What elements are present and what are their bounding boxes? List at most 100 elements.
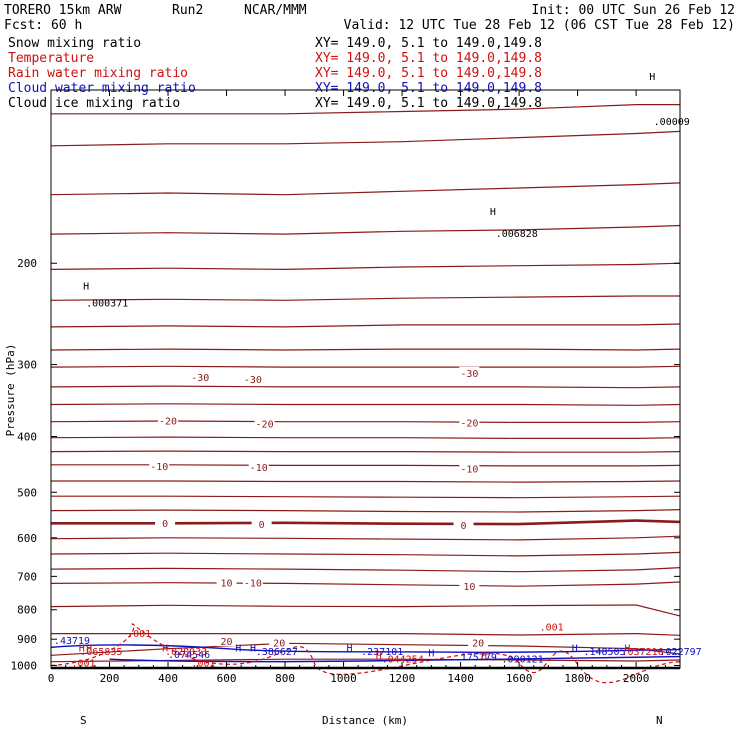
isotherm-label: -30 bbox=[460, 369, 478, 380]
x-tick-label: 1600 bbox=[506, 672, 533, 685]
isotherm-line bbox=[50, 567, 681, 573]
high-marker: H bbox=[86, 643, 92, 654]
maximum-value-label: .037216 bbox=[621, 647, 663, 658]
high-marker: H bbox=[83, 281, 89, 292]
isotherm-label: -10 bbox=[150, 462, 168, 473]
isotherm-label: 20 bbox=[221, 637, 233, 648]
high-marker: H bbox=[428, 649, 434, 660]
isotherm-label-bg bbox=[269, 636, 290, 648]
south-end-label: S bbox=[80, 714, 87, 727]
isotherm-line bbox=[51, 464, 681, 467]
isotherm-label-bg bbox=[216, 576, 237, 588]
isotherm-label-bg bbox=[158, 414, 179, 426]
center-label: NCAR/MMM bbox=[244, 3, 307, 18]
high-marker: H bbox=[79, 643, 85, 654]
x-tick-label: 1400 bbox=[447, 672, 474, 685]
isotherm-label: -20 bbox=[256, 420, 274, 431]
x-axis-title: Distance (km) bbox=[322, 714, 408, 727]
isotherm-label: 10 bbox=[463, 582, 475, 593]
cloud-water-contour bbox=[50, 644, 681, 653]
maximum-value-label: .020033 bbox=[165, 647, 207, 658]
maximum-value-label: .090121 bbox=[502, 654, 544, 665]
isotherm-label-bg bbox=[459, 366, 480, 378]
isotherm-label-bg bbox=[242, 373, 263, 385]
axes: 0 200 400 600 800 1000 1200 1400 1600 1800 2000200… bbox=[11, 89, 681, 685]
y-tick-label: 900 bbox=[17, 633, 37, 646]
run-label: Run2 bbox=[172, 3, 203, 18]
high-marker: H bbox=[162, 643, 168, 654]
legend-field-name: Rain water mixing ratio bbox=[8, 66, 188, 81]
isotherm-line bbox=[50, 604, 681, 617]
isotherm-line bbox=[50, 348, 681, 351]
y-tick-label: 200 bbox=[17, 257, 37, 270]
high-marker: H bbox=[376, 651, 382, 662]
isotherm-label-bg bbox=[155, 516, 176, 528]
x-tick-label: 0 bbox=[48, 672, 55, 685]
isotherm-label-bg bbox=[248, 461, 269, 473]
y-axis-title: Pressure (hPa) bbox=[4, 344, 17, 437]
isotherm-line bbox=[50, 420, 681, 423]
x-tick-label: 600 bbox=[217, 672, 237, 685]
high-marker: H bbox=[250, 643, 256, 654]
maximum-value-label: .001 bbox=[127, 629, 151, 640]
maximum-value-label: .00009 bbox=[654, 117, 690, 128]
isotherm-label: -30 bbox=[191, 373, 209, 384]
legend-field-name: Snow mixing ratio bbox=[8, 36, 141, 51]
isotherm-line bbox=[51, 519, 681, 526]
plot-frame bbox=[50, 89, 681, 669]
isotherm-label: 0 bbox=[259, 520, 265, 531]
x-tick-label: 1200 bbox=[389, 672, 416, 685]
maximum-value-label: .006828 bbox=[496, 229, 538, 240]
isotherm-label-bg bbox=[468, 636, 489, 648]
maximum-value-label: .001 bbox=[191, 658, 215, 669]
isotherm-label: -30 bbox=[244, 375, 262, 386]
maximum-value-label: .237101 bbox=[361, 647, 403, 658]
isotherm-label-bg bbox=[254, 417, 275, 429]
isotherm-label-bg bbox=[459, 462, 480, 474]
legend-field-xy: XY= 149.0, 5.1 to 149.0,149.8 bbox=[315, 81, 542, 96]
maximum-value-label: .074546 bbox=[168, 650, 210, 661]
forecast-hour: Fcst: 60 h bbox=[4, 18, 82, 33]
isotherm-line bbox=[50, 130, 681, 147]
legend-field-xy: XY= 149.0, 5.1 to 149.0,149.8 bbox=[315, 96, 542, 111]
isotherm-label: 0 bbox=[460, 521, 466, 532]
maximum-value-label: .000371 bbox=[86, 299, 128, 310]
isotherm-label-bg bbox=[459, 579, 480, 591]
isotherm-label: -20 bbox=[159, 416, 177, 427]
maximum-value-label: .022797 bbox=[660, 647, 702, 658]
x-tick-label: 200 bbox=[100, 672, 120, 685]
high-marker: H bbox=[649, 72, 655, 83]
isotherm-label-bg bbox=[459, 416, 480, 428]
isotherm-label: -20 bbox=[460, 418, 478, 429]
isotherm-label-bg bbox=[453, 519, 474, 531]
maximum-value-label: .065835 bbox=[80, 647, 122, 658]
y-tick-label: 700 bbox=[17, 570, 37, 583]
y-tick-label: 600 bbox=[17, 532, 37, 545]
x-tick-label: 2000 bbox=[623, 672, 650, 685]
high-marker: H bbox=[572, 643, 578, 654]
x-tick-label: 400 bbox=[158, 672, 178, 685]
isotherm-label: 20 bbox=[472, 638, 484, 649]
legend-field-xy: XY= 149.0, 5.1 to 149.0,149.8 bbox=[315, 51, 542, 66]
plot-area: -30 -30 -30 -20 -20 -20 -10 -10 -10 0 0 0 10 -10 10 20 2… bbox=[50, 72, 702, 684]
y-tick-label: 500 bbox=[17, 486, 37, 499]
isotherm-line bbox=[50, 323, 681, 328]
valid-time: Valid: 12 UTC Tue 28 Feb 12 (06 CST Tue … bbox=[344, 18, 735, 33]
isotherm-label: 20 bbox=[273, 638, 285, 649]
isotherm-label-bg bbox=[216, 635, 237, 647]
isotherm-line bbox=[51, 495, 681, 499]
legend-field-name: Temperature bbox=[8, 51, 94, 66]
isotherm-line bbox=[50, 224, 681, 235]
legend-field-name: Cloud water mixing ratio bbox=[8, 81, 196, 96]
x-tick-label: 1800 bbox=[564, 672, 591, 685]
isotherm-line bbox=[50, 262, 681, 271]
maximum-value-label: .175779 bbox=[455, 652, 497, 663]
isotherm-label: -10 bbox=[460, 465, 478, 476]
high-marker: H bbox=[346, 643, 352, 654]
isotherm-label: 10 bbox=[221, 578, 233, 589]
isotherm-label-bg bbox=[242, 576, 263, 588]
legend-field-xy: XY= 149.0, 5.1 to 149.0,149.8 bbox=[315, 66, 542, 81]
x-tick-label: 1000 bbox=[330, 672, 357, 685]
isotherm-line bbox=[51, 104, 680, 115]
